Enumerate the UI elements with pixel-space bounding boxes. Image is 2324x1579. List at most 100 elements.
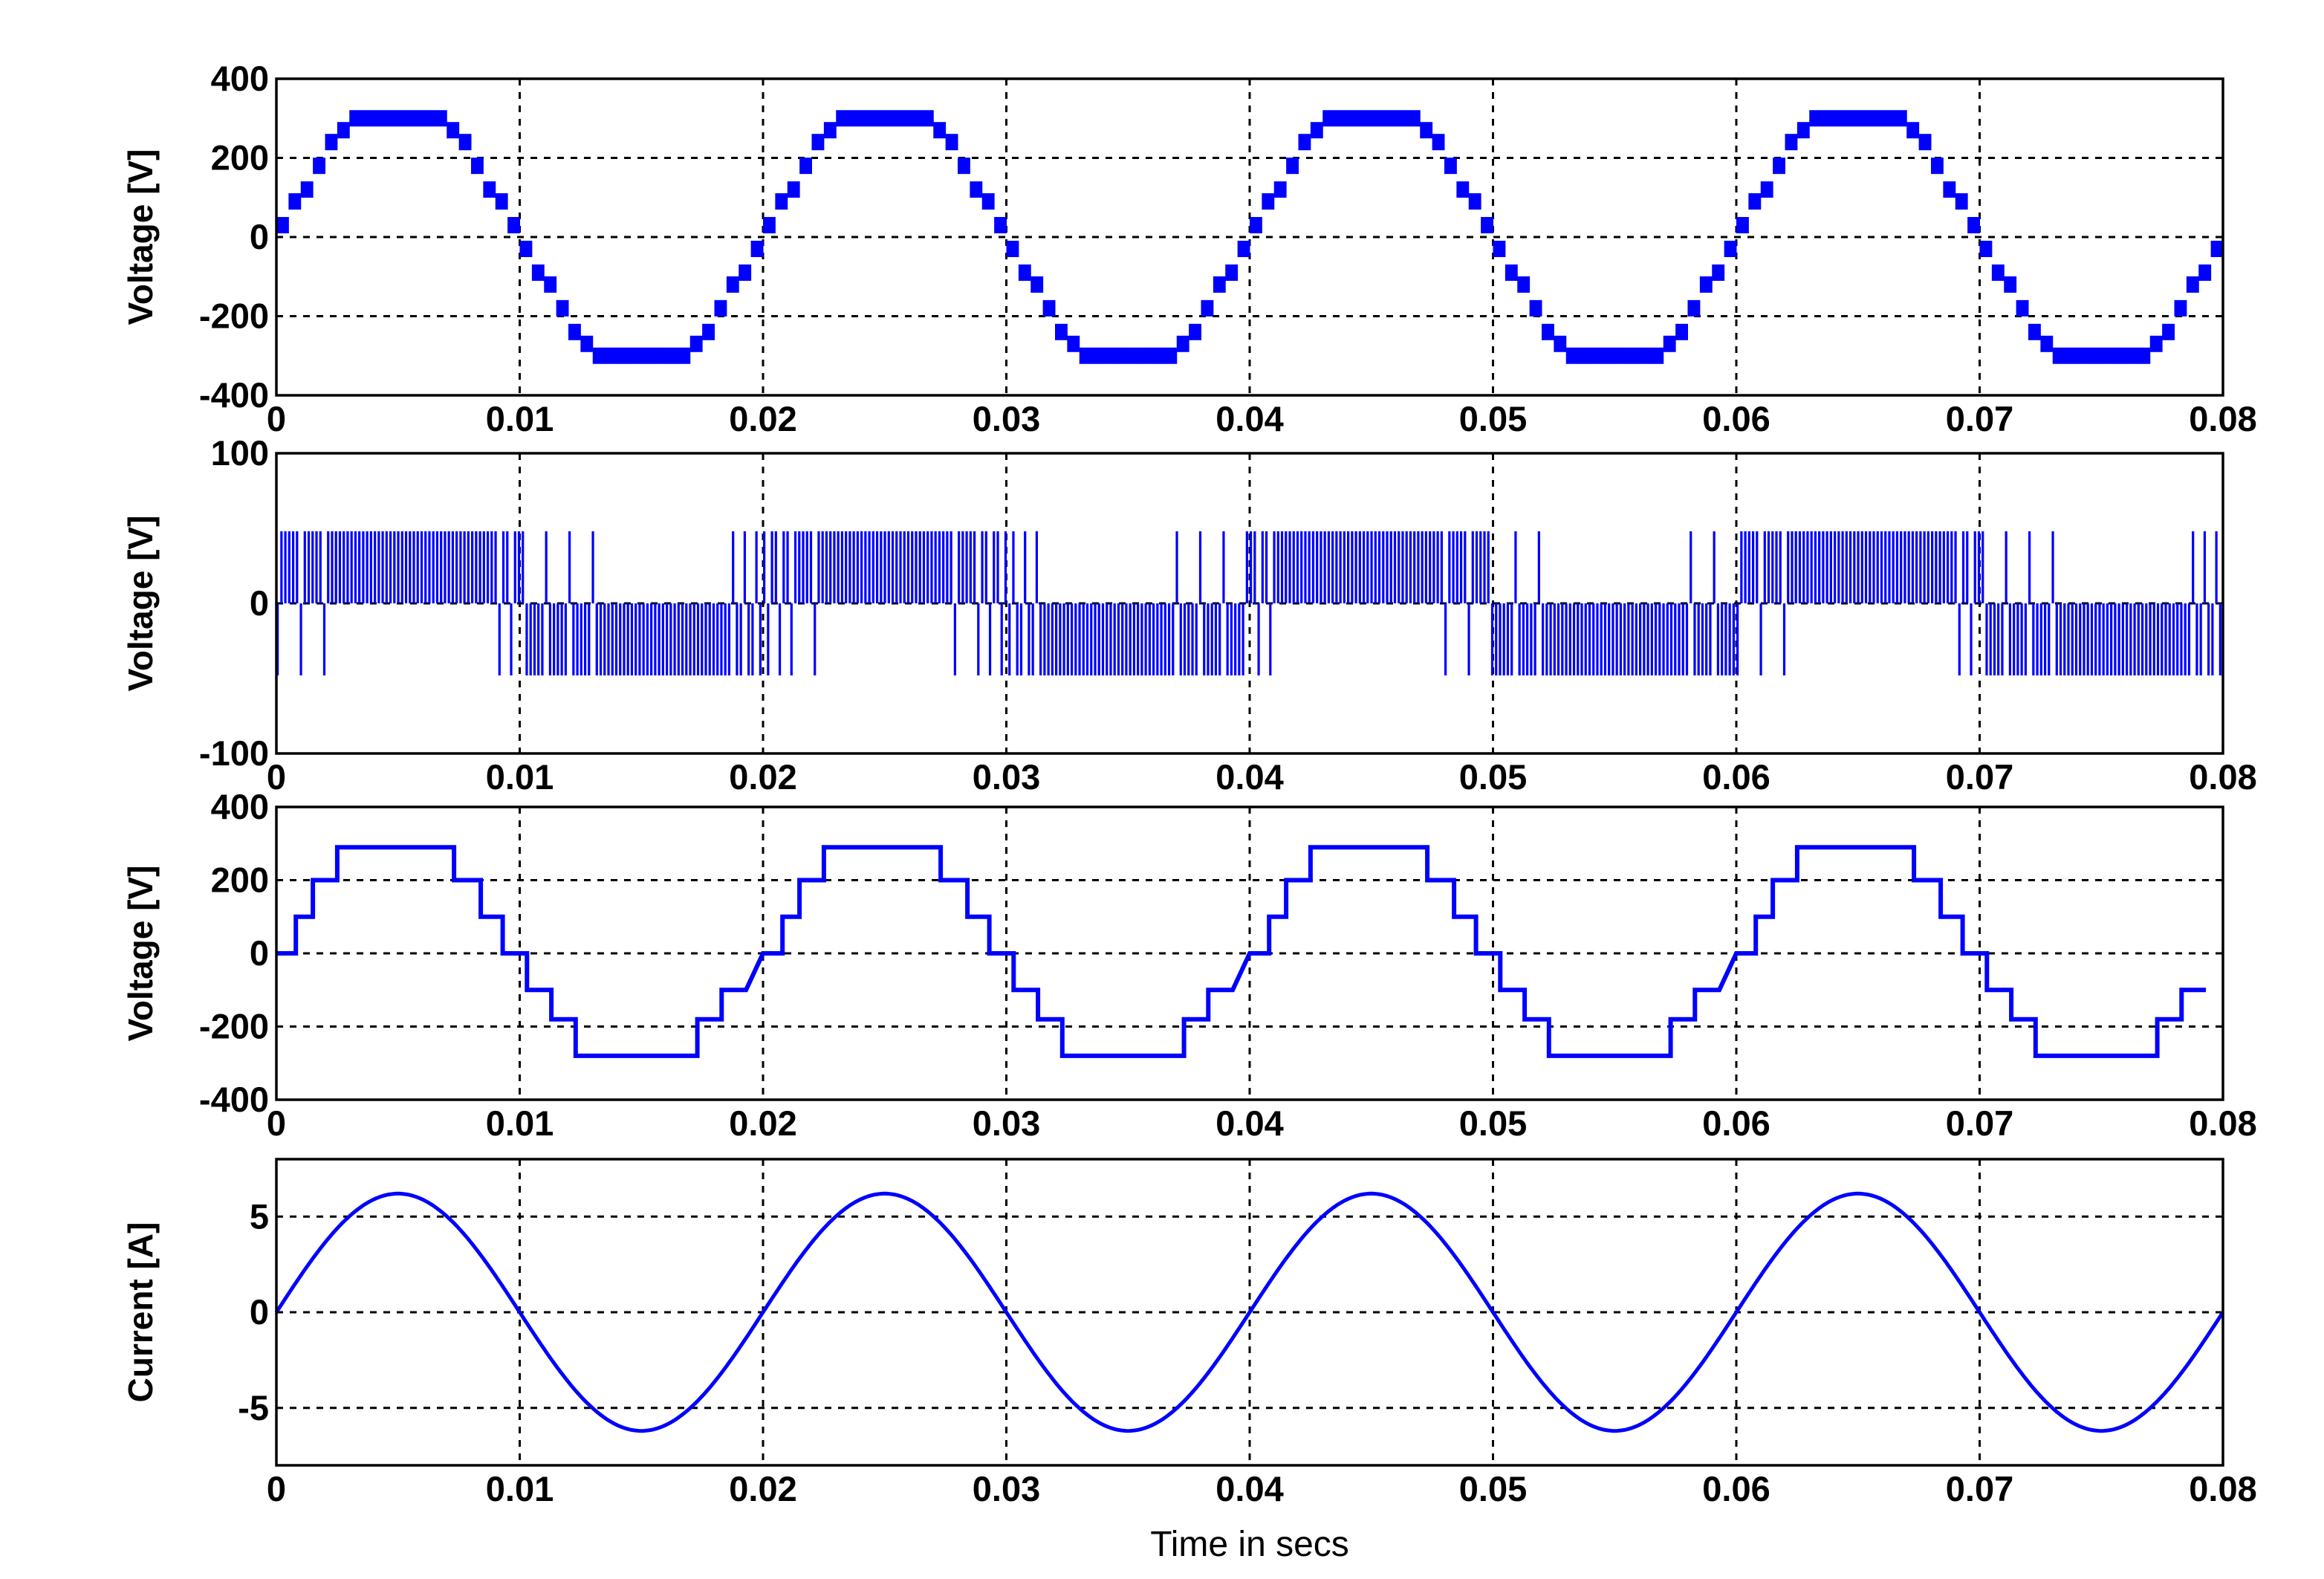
y-axis-label: Voltage [V] <box>121 516 160 692</box>
series-2-pulse <box>1062 603 1065 675</box>
series-2-pulse <box>895 531 898 603</box>
x-tick-label: 0.06 <box>1702 757 1770 797</box>
series-2-pulse <box>475 531 478 603</box>
series-2-pulse <box>712 603 715 675</box>
series-2-pulse <box>611 603 614 675</box>
series-1-segment <box>702 323 715 340</box>
series-2-pulse <box>899 531 902 603</box>
series-2-pulse <box>1207 603 1210 675</box>
series-2-pulse <box>1814 531 1817 603</box>
series-2-pulse <box>1674 603 1677 675</box>
series-2-pulse <box>1008 603 1011 675</box>
series-2-pulse <box>1382 531 1385 603</box>
series-2-pulse <box>545 531 548 603</box>
series-2-pulse <box>837 531 840 603</box>
series-2-pulse <box>2156 603 2160 675</box>
series-2-pulse <box>1059 603 1062 675</box>
series-1-segment <box>641 347 655 364</box>
series-2-pulse <box>1732 603 1735 675</box>
series-4 <box>274 1191 2225 1433</box>
series-2-pulse <box>958 531 961 603</box>
series-2-pulse <box>790 603 793 675</box>
series-2-pulse <box>463 531 466 603</box>
series-2-pulse <box>1666 603 1669 675</box>
series-2-pulse <box>1417 531 1420 603</box>
series-1-segment <box>1821 110 1834 127</box>
series-1-segment <box>1736 217 1749 234</box>
series-2-pulse <box>1316 531 1319 603</box>
series-2-pulse <box>533 603 536 675</box>
series-2-pulse <box>564 603 567 675</box>
series-2-pulse <box>1759 603 1762 675</box>
series-2-pulse <box>1097 603 1100 675</box>
series-2-pulse <box>397 531 400 603</box>
series-2-pulse <box>973 531 976 603</box>
x-tick-label: 0.05 <box>1459 757 1527 797</box>
series-2-pulse <box>747 603 750 675</box>
series-2-pulse <box>1218 603 1221 675</box>
series-2-pulse <box>307 531 311 603</box>
series-1-segment <box>1176 335 1189 352</box>
series-2-pulse <box>1880 531 1883 603</box>
series-2-pulse <box>1129 603 1132 675</box>
series-2-pulse <box>763 531 766 603</box>
series-2-pulse <box>1903 531 1906 603</box>
series-2-pulse <box>630 603 634 675</box>
series-2-pulse <box>568 531 571 603</box>
series-2-pulse <box>1989 603 1992 675</box>
series-2-pulse <box>1900 531 1903 603</box>
series-1-segment <box>714 299 727 317</box>
series-2-pulse <box>424 531 427 603</box>
series-1-segment <box>1906 122 1920 139</box>
series-2-pulse <box>331 531 334 603</box>
series-2-pulse <box>2063 603 2066 675</box>
series-2-pulse <box>793 531 797 603</box>
series-2-pulse <box>2187 603 2191 675</box>
series-1-segment <box>2186 276 2199 293</box>
x-tick-label: 0.07 <box>1946 1103 2013 1143</box>
series-2-pulse <box>1121 603 1124 675</box>
x-tick-label: 0.08 <box>2189 399 2256 438</box>
series-1-segment <box>1103 347 1117 364</box>
series-2-pulse <box>903 531 906 603</box>
series-1-segment <box>666 347 678 364</box>
series-2-pulse <box>1035 531 1039 603</box>
series-2-pulse <box>440 531 443 603</box>
series-2-pulse <box>416 531 419 603</box>
series-2-pulse <box>845 531 848 603</box>
series-2-pulse <box>1510 603 1513 675</box>
series-1-segment <box>361 110 374 127</box>
series-1-segment <box>958 158 970 175</box>
series-2-pulse <box>802 531 805 603</box>
series-2-pulse <box>2020 603 2023 675</box>
series-2-pulse <box>2133 603 2136 675</box>
series-1-segment <box>2174 299 2187 317</box>
series-2-pulse <box>1327 531 1331 603</box>
series-1-segment <box>1493 240 1506 257</box>
series-2-pulse <box>1954 531 1957 603</box>
series-2-pulse <box>969 531 972 603</box>
series-2-pulse <box>583 603 587 675</box>
series-2-pulse <box>1250 531 1253 603</box>
series-2-pulse <box>658 603 660 675</box>
series-1-segment <box>2101 347 2114 364</box>
series-2-pulse <box>1257 603 1260 675</box>
series-2-pulse <box>1475 531 1479 603</box>
series-2-pulse <box>1090 603 1093 675</box>
series-2-pulse <box>1892 531 1895 603</box>
series-1-segment <box>1991 264 2005 281</box>
series-2-pulse <box>2074 603 2078 675</box>
series-2-pulse <box>389 531 392 603</box>
series-2-pulse <box>2024 603 2027 675</box>
series-2-pulse <box>732 531 735 603</box>
series-2-pulse <box>891 531 895 603</box>
series-2-pulse <box>1440 531 1443 603</box>
x-tick-label: 0.03 <box>973 1103 1040 1143</box>
series-2-pulse <box>1872 531 1875 603</box>
series-2-pulse <box>591 531 594 603</box>
series-1-segment <box>2028 323 2041 340</box>
series-2-pulse <box>1370 531 1373 603</box>
series-2-pulse <box>1693 603 1696 675</box>
x-tick-label: 0 <box>267 757 286 797</box>
series-2-pulse <box>1526 603 1529 675</box>
